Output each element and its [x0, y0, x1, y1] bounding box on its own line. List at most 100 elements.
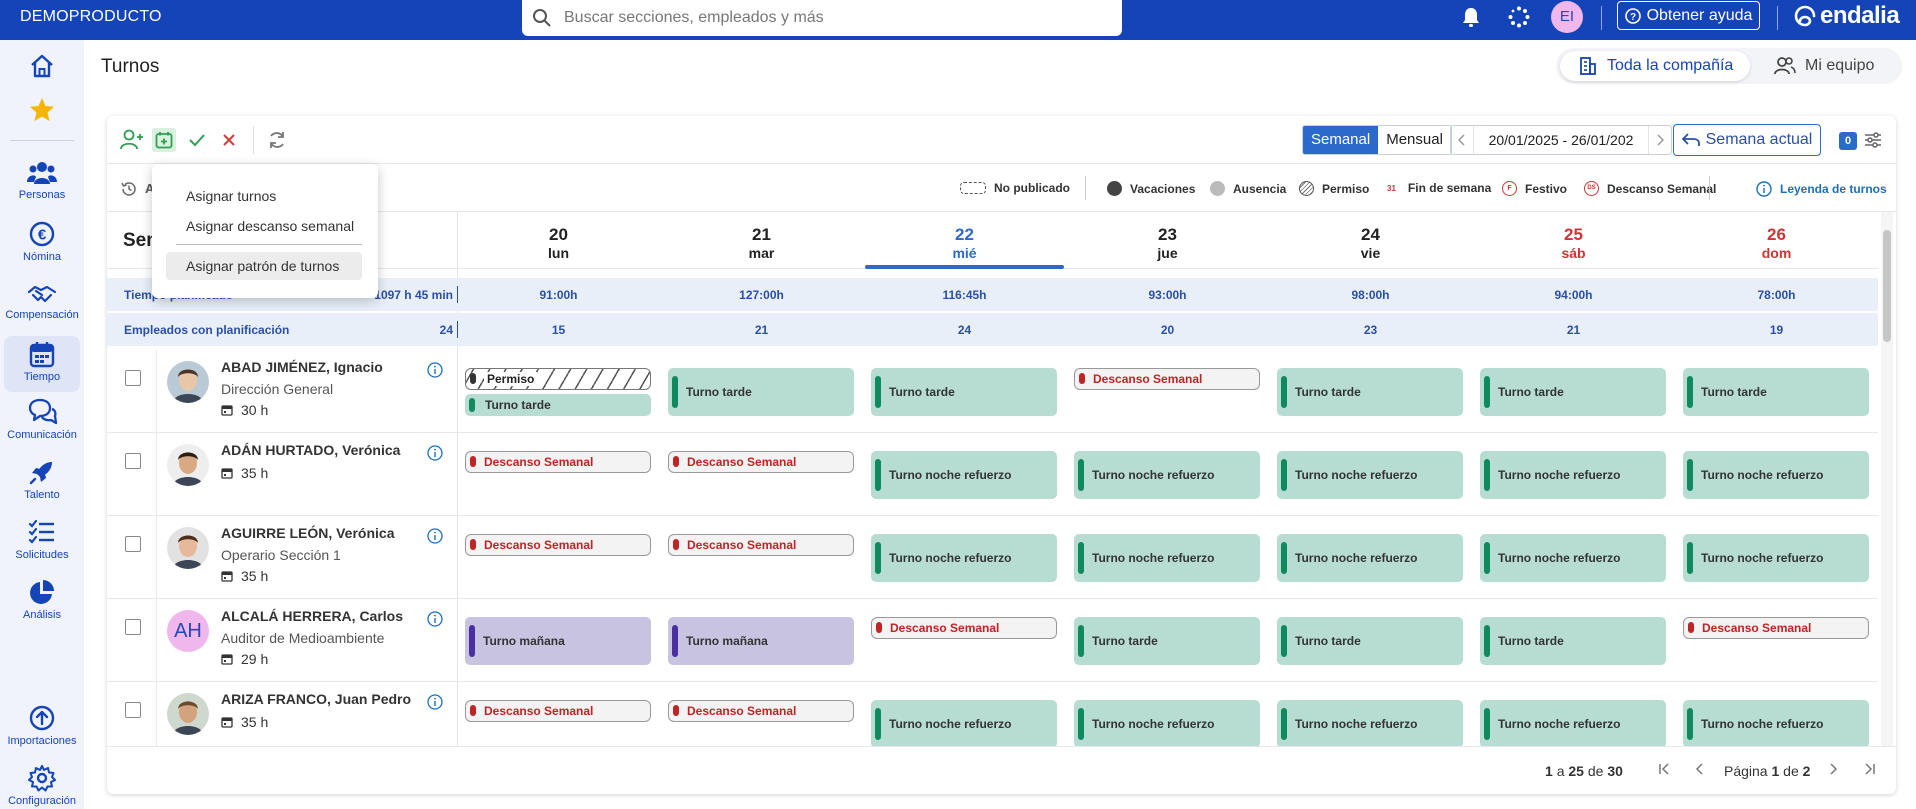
shift-block[interactable]: Turno noche refuerzo [1480, 700, 1666, 746]
prev-page-button[interactable] [1693, 762, 1707, 776]
help-button[interactable]: ? Obtener ayuda [1617, 1, 1760, 30]
shift-block[interactable]: Turno tarde [1277, 617, 1463, 665]
employee-info-icon[interactable] [427, 694, 443, 710]
day-header[interactable]: 24 vie [1269, 226, 1472, 262]
shift-block[interactable]: Turno noche refuerzo [1480, 534, 1666, 582]
next-week-button[interactable] [1649, 126, 1671, 154]
weekly-rest-chip[interactable]: Descanso Semanal [668, 700, 854, 722]
day-header[interactable]: 20 lun [457, 226, 660, 262]
shift-block[interactable]: Turno tarde [465, 394, 651, 416]
employee-avatar[interactable] [167, 361, 209, 403]
shift-block[interactable]: Turno noche refuerzo [1277, 700, 1463, 746]
scope-team-button[interactable]: Mi equipo [1774, 51, 1899, 81]
filter-count-badge[interactable]: 0 [1839, 132, 1857, 150]
employee-info-icon[interactable] [427, 611, 443, 627]
employee-name[interactable]: ADÁN HURTADO, Verónica [221, 442, 401, 458]
sidebar-item-compensacion[interactable]: Compensación [4, 280, 80, 321]
date-range-text[interactable]: 20/01/2025 - 26/01/202 [1473, 126, 1649, 154]
history-icon[interactable] [121, 181, 137, 197]
shift-block[interactable]: Turno noche refuerzo [871, 534, 1057, 582]
grid-scrollbar[interactable] [1881, 212, 1893, 746]
permit-chip[interactable]: Permiso [465, 368, 651, 390]
row-checkbox[interactable] [125, 702, 141, 718]
employee-name[interactable]: ALCALÁ HERRERA, Carlos [221, 608, 404, 624]
history-label[interactable]: A [145, 181, 155, 196]
first-page-button[interactable] [1658, 762, 1672, 776]
sidebar-item-home[interactable] [4, 52, 80, 86]
day-header[interactable]: 23 jue [1066, 226, 1269, 262]
shift-block[interactable]: Turno tarde [1074, 617, 1260, 665]
day-header[interactable]: 26 dom [1675, 226, 1878, 262]
shift-block[interactable]: Turno noche refuerzo [1074, 700, 1260, 746]
day-header[interactable]: 22 mié [863, 226, 1066, 262]
bell-icon[interactable] [1461, 6, 1481, 28]
weekly-rest-chip[interactable]: Descanso Semanal [1074, 368, 1260, 390]
monthly-view-button[interactable]: Mensual [1386, 131, 1443, 148]
shift-block[interactable]: Turno tarde [1277, 368, 1463, 416]
menu-item-assign-shift-pattern[interactable]: Asignar patrón de turnos [166, 252, 362, 280]
menu-item-assign-shifts[interactable]: Asignar turnos [186, 188, 277, 204]
weekly-rest-chip[interactable]: Descanso Semanal [465, 451, 651, 473]
weekly-view-button[interactable]: Semanal [1303, 126, 1379, 154]
next-page-button[interactable] [1826, 762, 1840, 776]
row-checkbox[interactable] [125, 619, 141, 635]
shift-block[interactable]: Turno noche refuerzo [1277, 534, 1463, 582]
sidebar-item-favorites[interactable] [4, 96, 80, 130]
approve-button[interactable] [185, 128, 209, 152]
scrollbar-thumb[interactable] [1883, 230, 1891, 342]
shift-block[interactable]: Turno noche refuerzo [1683, 534, 1869, 582]
refresh-button[interactable] [265, 128, 289, 152]
sidebar-item-talento[interactable]: Talento [4, 458, 80, 501]
weekly-rest-chip[interactable]: Descanso Semanal [465, 534, 651, 556]
shift-block[interactable]: Turno mañana [668, 617, 854, 665]
shift-block[interactable]: Turno noche refuerzo [1074, 534, 1260, 582]
loading-dots-icon[interactable] [1508, 6, 1530, 28]
menu-item-assign-weekly-rest[interactable]: Asignar descanso semanal [186, 218, 355, 234]
sidebar-item-comunicacion[interactable]: Comunicación [4, 398, 80, 441]
current-week-button[interactable]: Semana actual [1673, 124, 1821, 156]
weekly-rest-chip[interactable]: Descanso Semanal [871, 617, 1057, 639]
employee-info-icon[interactable] [427, 362, 443, 378]
shift-block[interactable]: Turno noche refuerzo [871, 451, 1057, 499]
sidebar-item-nomina[interactable]: € Nómina [4, 220, 80, 263]
user-avatar[interactable]: EI [1551, 1, 1583, 33]
sidebar-item-importaciones[interactable]: Importaciones [4, 704, 80, 747]
sidebar-item-personas[interactable]: Personas [4, 160, 80, 201]
shift-block[interactable]: Turno tarde [1683, 368, 1869, 416]
weekly-rest-chip[interactable]: Descanso Semanal [668, 451, 854, 473]
shift-block[interactable]: Turno noche refuerzo [871, 700, 1057, 746]
employee-info-icon[interactable] [427, 445, 443, 461]
shift-block[interactable]: Turno noche refuerzo [1277, 451, 1463, 499]
day-header[interactable]: 21 mar [660, 226, 863, 262]
employee-name[interactable]: AGUIRRE LEÓN, Verónica [221, 525, 395, 541]
employee-avatar[interactable] [167, 444, 209, 486]
weekly-rest-chip[interactable]: Descanso Semanal [668, 534, 854, 556]
scope-company-button[interactable]: Toda la compañía [1560, 51, 1750, 81]
employee-name[interactable]: ABAD JIMÉNEZ, Ignacio [221, 359, 383, 375]
shift-block[interactable]: Turno mañana [465, 617, 651, 665]
sidebar-item-solicitudes[interactable]: Solicitudes [4, 518, 80, 561]
row-checkbox[interactable] [125, 536, 141, 552]
company-name[interactable]: DEMOPRODUCTO [20, 8, 162, 25]
employee-name[interactable]: ARIZA FRANCO, Juan Pedro [221, 691, 412, 707]
endalia-logo[interactable]: endalia [1793, 2, 1900, 30]
shift-block[interactable]: Turno noche refuerzo [1074, 451, 1260, 499]
weekly-rest-chip[interactable]: Descanso Semanal [1683, 617, 1869, 639]
employee-avatar[interactable]: AH [167, 610, 209, 652]
employee-info-icon[interactable] [427, 528, 443, 544]
sidebar-item-tiempo[interactable]: Tiempo [4, 336, 80, 392]
settings-sliders-icon[interactable] [1864, 131, 1882, 149]
reject-button[interactable] [217, 128, 241, 152]
shift-block[interactable]: Turno tarde [1480, 617, 1666, 665]
shift-legend-link[interactable]: Leyenda de turnos [1756, 181, 1887, 197]
shift-block[interactable]: Turno noche refuerzo [1683, 451, 1869, 499]
assign-menu-button[interactable] [152, 128, 176, 152]
shift-block[interactable]: Turno tarde [871, 368, 1057, 416]
employee-avatar[interactable] [167, 527, 209, 569]
employee-avatar[interactable] [167, 693, 209, 735]
add-employee-button[interactable] [120, 128, 144, 152]
row-checkbox[interactable] [125, 370, 141, 386]
sidebar-item-analisis[interactable]: Análisis [4, 578, 80, 621]
weekly-rest-chip[interactable]: Descanso Semanal [465, 700, 651, 722]
shift-block[interactable]: Turno noche refuerzo [1480, 451, 1666, 499]
